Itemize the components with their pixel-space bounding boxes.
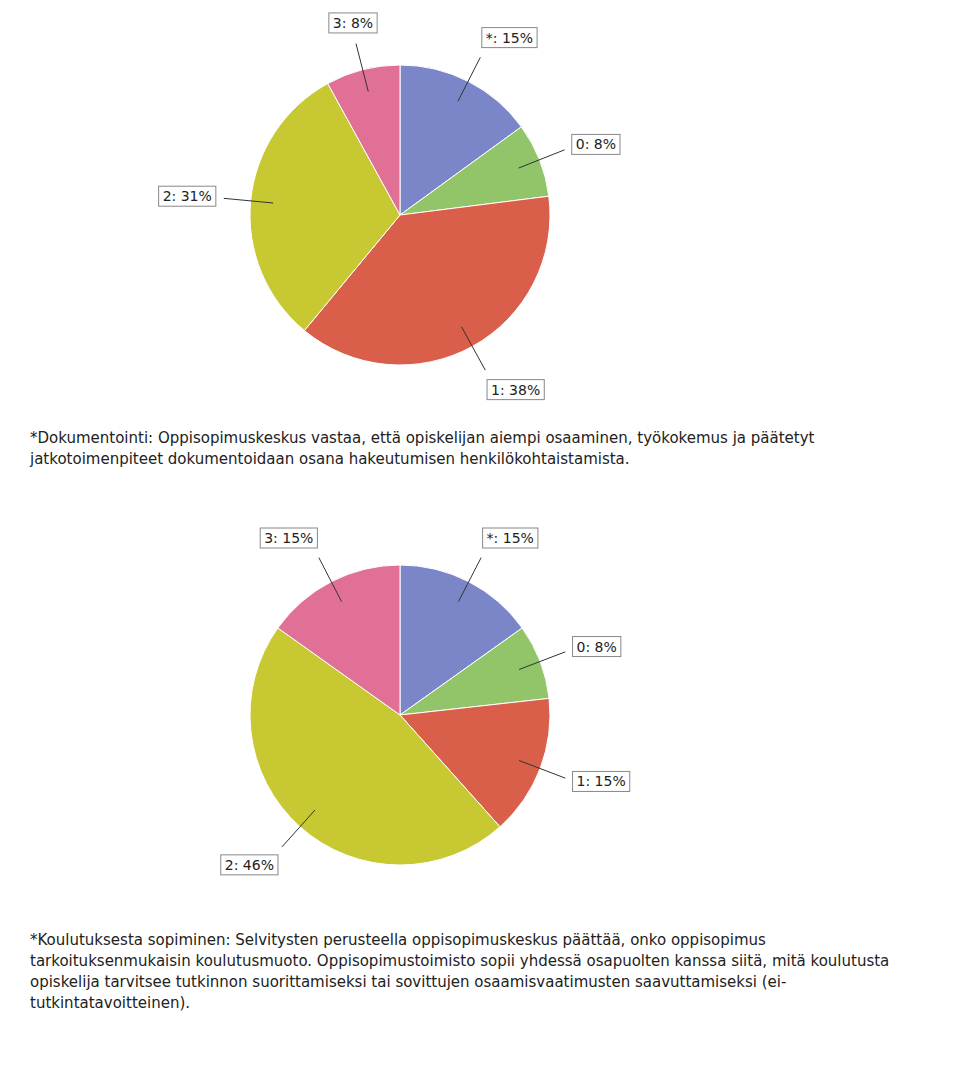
data-label: 0: 8% [576, 136, 616, 152]
label-box [221, 855, 278, 875]
leader-line [458, 558, 481, 602]
label-box [482, 28, 537, 48]
data-label: *: 15% [486, 30, 533, 46]
slices [250, 565, 550, 865]
data-label: 1: 15% [577, 773, 626, 789]
label-box [487, 380, 544, 400]
leader-line [319, 558, 342, 602]
leader-line [519, 652, 565, 670]
leader-line [282, 810, 315, 847]
label-box [260, 528, 317, 548]
label-box [159, 186, 216, 206]
annotation: *Koulutuksesta sopiminen: Selvitysten pe… [30, 930, 930, 1014]
data-label: 1: 38% [491, 382, 540, 398]
label-box [329, 13, 377, 33]
data-label: 2: 31% [163, 188, 212, 204]
labels: *: 15% 0: 8% 1: 15% 2: 46% 3: 15% [221, 528, 630, 875]
data-label: *: 15% [487, 530, 534, 546]
label-box [572, 134, 620, 154]
annotation: *Dokumentointi: Oppisopimuskeskus vastaa… [30, 428, 930, 470]
labels: *: 15% 0: 8% 1: 38% 2: 31% 3: 8% [159, 13, 620, 400]
pie-slice [278, 565, 400, 715]
slices [250, 65, 550, 365]
data-label: 3: 8% [333, 15, 373, 31]
leader-line [461, 327, 485, 370]
data-label: 3: 15% [264, 530, 313, 546]
pie-chart: *: 15% 0: 8% 1: 38% 2: 31% 3: 8% [0, 0, 960, 430]
label-box [573, 771, 630, 791]
leader-line [458, 57, 480, 101]
leader-line [356, 44, 368, 92]
leader-line [519, 761, 565, 779]
leader-line [224, 198, 273, 203]
data-label: 0: 8% [577, 639, 617, 655]
label-box [483, 528, 538, 548]
data-label: 2: 46% [225, 857, 274, 873]
leader-line [519, 150, 565, 168]
label-box [573, 637, 621, 657]
pie-slice [328, 65, 400, 215]
pie-chart: *: 15% 0: 8% 1: 15% 2: 46% 3: 15% [0, 500, 960, 930]
